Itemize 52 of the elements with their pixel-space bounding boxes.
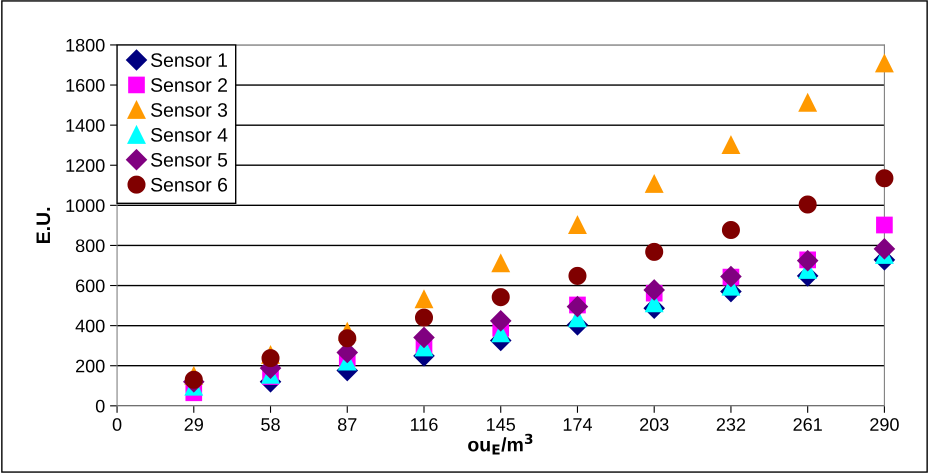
- x-tick-label: 203: [640, 418, 668, 431]
- point: [490, 310, 512, 332]
- point: [492, 288, 510, 306]
- point: [644, 279, 665, 300]
- point: [798, 196, 817, 214]
- x-tick-label: 174: [564, 418, 592, 431]
- point: [492, 254, 510, 272]
- point: [184, 370, 203, 389]
- point: [568, 266, 586, 285]
- x-tick-label: 87: [338, 418, 356, 431]
- legend-label: Sensor 2: [150, 78, 227, 92]
- legend-label: Sensor 1: [150, 53, 227, 67]
- x-tick-label: 29: [184, 418, 203, 431]
- y-tick-label: 1400: [66, 119, 105, 132]
- point: [566, 296, 588, 318]
- legend-label: Sensor 3: [150, 103, 228, 117]
- point: [414, 308, 434, 327]
- x-tick-label: 58: [261, 418, 280, 431]
- point: [722, 136, 740, 154]
- legend-label: Sensor 5: [150, 152, 228, 167]
- point: [645, 242, 664, 261]
- point: [414, 290, 434, 308]
- y-tick-label: 1200: [66, 159, 105, 172]
- point: [722, 220, 740, 240]
- point: [874, 238, 895, 260]
- x-tick-label: 145: [487, 418, 516, 431]
- y-tick-label: 1800: [66, 38, 105, 52]
- x-tick-label: 290: [870, 418, 899, 431]
- point: [261, 349, 280, 368]
- point: [413, 326, 435, 348]
- point: [645, 174, 664, 193]
- point: [875, 169, 894, 188]
- y-tick-label: 200: [76, 360, 105, 372]
- x-axis-title: ou$_{E}$/m$^{3}$: [468, 434, 532, 454]
- legend-label: Sensor 4: [150, 128, 228, 142]
- point: [338, 329, 356, 348]
- x-tick-label: 261: [794, 418, 822, 431]
- y-tick-label: 1000: [66, 199, 105, 212]
- point: [875, 54, 894, 72]
- y-tick-label: 600: [76, 279, 105, 292]
- point: [568, 216, 586, 234]
- y-tick-label: 800: [76, 239, 105, 252]
- y-tick-label: 0: [96, 400, 105, 413]
- y-tick-label: 400: [76, 320, 105, 332]
- point: [798, 94, 817, 112]
- y-tick-label: 1600: [66, 78, 105, 92]
- legend-label: Sensor 6: [150, 178, 228, 192]
- y-axis-title: E.U.: [36, 208, 50, 243]
- x-tick-label: 0: [112, 418, 122, 431]
- x-tick-label: 232: [716, 418, 746, 431]
- x-tick-label: 116: [410, 418, 438, 431]
- point: [876, 216, 893, 234]
